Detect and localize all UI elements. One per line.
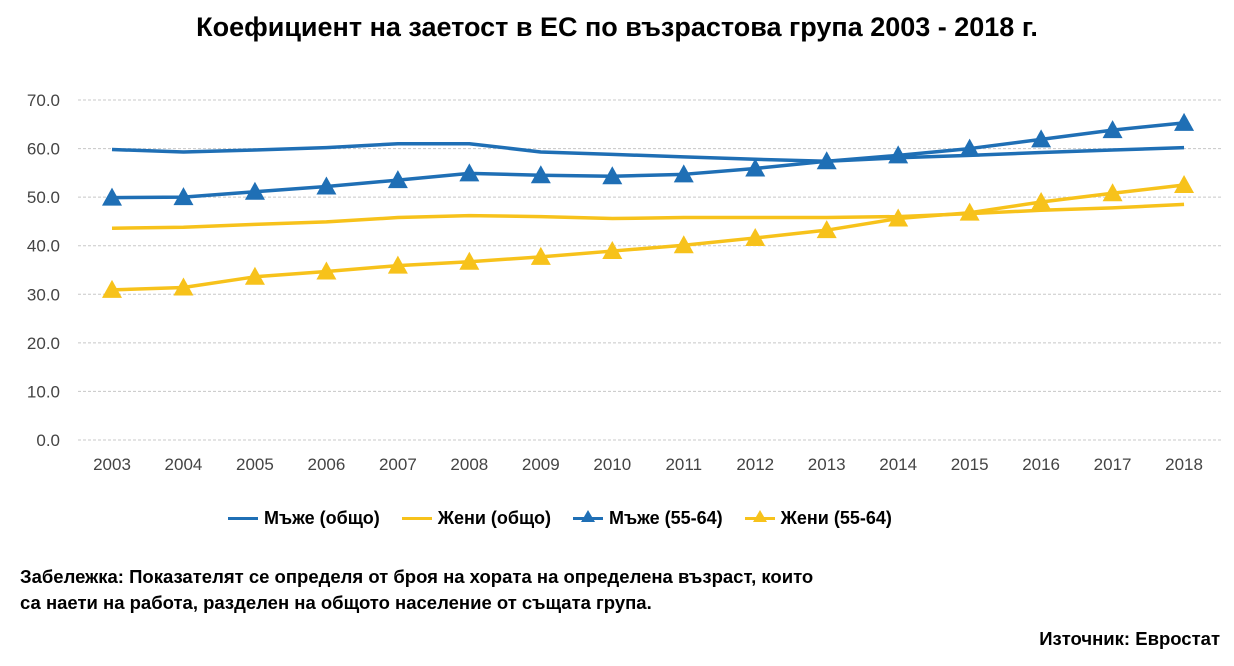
data-point-marker: [1174, 112, 1195, 131]
data-point-marker: [459, 163, 480, 182]
y-tick-label: 40.0: [27, 237, 60, 256]
data-point-marker: [1102, 120, 1123, 139]
data-point-marker: [102, 187, 122, 206]
x-tick-label: 2013: [808, 455, 846, 474]
legend-item: Мъже (общо): [228, 508, 380, 529]
data-point-marker: [530, 165, 551, 184]
data-point-marker: [459, 251, 480, 270]
triangle-marker-icon: [752, 510, 767, 522]
chart-title: Коефициент на заетост в ЕС по възрастова…: [196, 12, 1038, 42]
data-point-marker: [1174, 175, 1195, 193]
data-point-marker: [745, 227, 766, 246]
data-point-marker: [888, 145, 909, 164]
y-tick-label: 70.0: [27, 91, 60, 110]
data-point-marker: [816, 220, 837, 239]
x-tick-label: 2017: [1094, 455, 1132, 474]
legend-swatch: [744, 510, 775, 522]
series-line-3: [111, 183, 1185, 292]
data-point-marker: [959, 202, 980, 221]
x-tick-label: 2012: [736, 455, 774, 474]
y-tick-label: 0.0: [36, 431, 60, 450]
source-label: Източник: Евростат: [1039, 628, 1220, 649]
data-point-marker: [602, 241, 623, 260]
data-point-marker: [316, 176, 337, 195]
legend-item: Жени (55-64): [744, 508, 892, 529]
y-tick-label: 50.0: [27, 188, 60, 207]
data-point-marker: [602, 166, 623, 185]
series-line-1: [111, 202, 1185, 230]
x-tick-label: 2011: [665, 455, 702, 474]
data-point-marker: [745, 158, 766, 177]
x-tick-label: 2006: [307, 455, 345, 474]
series-line-0: [111, 141, 1185, 163]
x-tick-label: 2014: [879, 455, 917, 474]
x-tick-label: 2018: [1165, 455, 1203, 474]
legend-item: Мъже (55-64): [572, 508, 723, 529]
legend-label: Жени (общо): [437, 508, 551, 528]
y-tick-label: 60.0: [27, 140, 60, 159]
data-point-marker: [387, 170, 408, 189]
x-tick-label: 2016: [1022, 455, 1060, 474]
data-point-marker: [673, 164, 694, 183]
data-point-marker: [102, 279, 122, 298]
triangle-marker-icon: [580, 510, 595, 522]
data-point-marker: [173, 277, 194, 296]
legend-item: Жени (общо): [401, 508, 551, 529]
x-tick-label: 2010: [593, 455, 631, 474]
data-point-marker: [1031, 129, 1052, 148]
data-point-marker: [673, 235, 694, 254]
x-tick-label: 2005: [236, 455, 274, 474]
x-tick-label: 2009: [522, 455, 560, 474]
data-point-marker: [959, 138, 980, 157]
x-tick-label: 2004: [165, 455, 203, 474]
legend-swatch: [228, 517, 258, 520]
data-point-marker: [530, 246, 551, 265]
legend-label: Мъже (55-64): [608, 508, 723, 528]
data-point-marker: [244, 181, 265, 200]
x-tick-label: 2003: [93, 455, 131, 474]
data-point-marker: [244, 266, 265, 285]
data-point-marker: [816, 151, 837, 170]
data-point-marker: [387, 255, 408, 274]
data-point-marker: [1102, 183, 1123, 202]
footnote: Забележка: Показателят се определя от бр…: [20, 566, 814, 613]
series-line-2: [111, 121, 1185, 200]
x-tick-label: 2008: [450, 455, 488, 474]
y-tick-label: 20.0: [27, 334, 60, 353]
y-tick-label: 30.0: [27, 285, 60, 304]
data-point-marker: [888, 208, 909, 227]
data-point-marker: [1031, 192, 1052, 210]
y-tick-label: 10.0: [27, 382, 60, 401]
legend-label: Мъже (общо): [264, 508, 380, 528]
x-tick-label: 2015: [951, 455, 989, 474]
data-point-marker: [173, 187, 194, 206]
legend-swatch: [401, 517, 432, 520]
legend: Мъже (общо) Жени (общо) Мъже (55-64) Жени (…: [228, 508, 892, 529]
legend-label: Жени (55-64): [780, 508, 892, 528]
line-chart: 0.0 10.0 20.0 30.0 40.0 50.0 60.0 70.0 2003 2004 2…: [27, 91, 1222, 474]
data-point-marker: [316, 261, 337, 280]
x-tick-label: 2007: [379, 455, 417, 474]
legend-swatch: [572, 510, 603, 522]
